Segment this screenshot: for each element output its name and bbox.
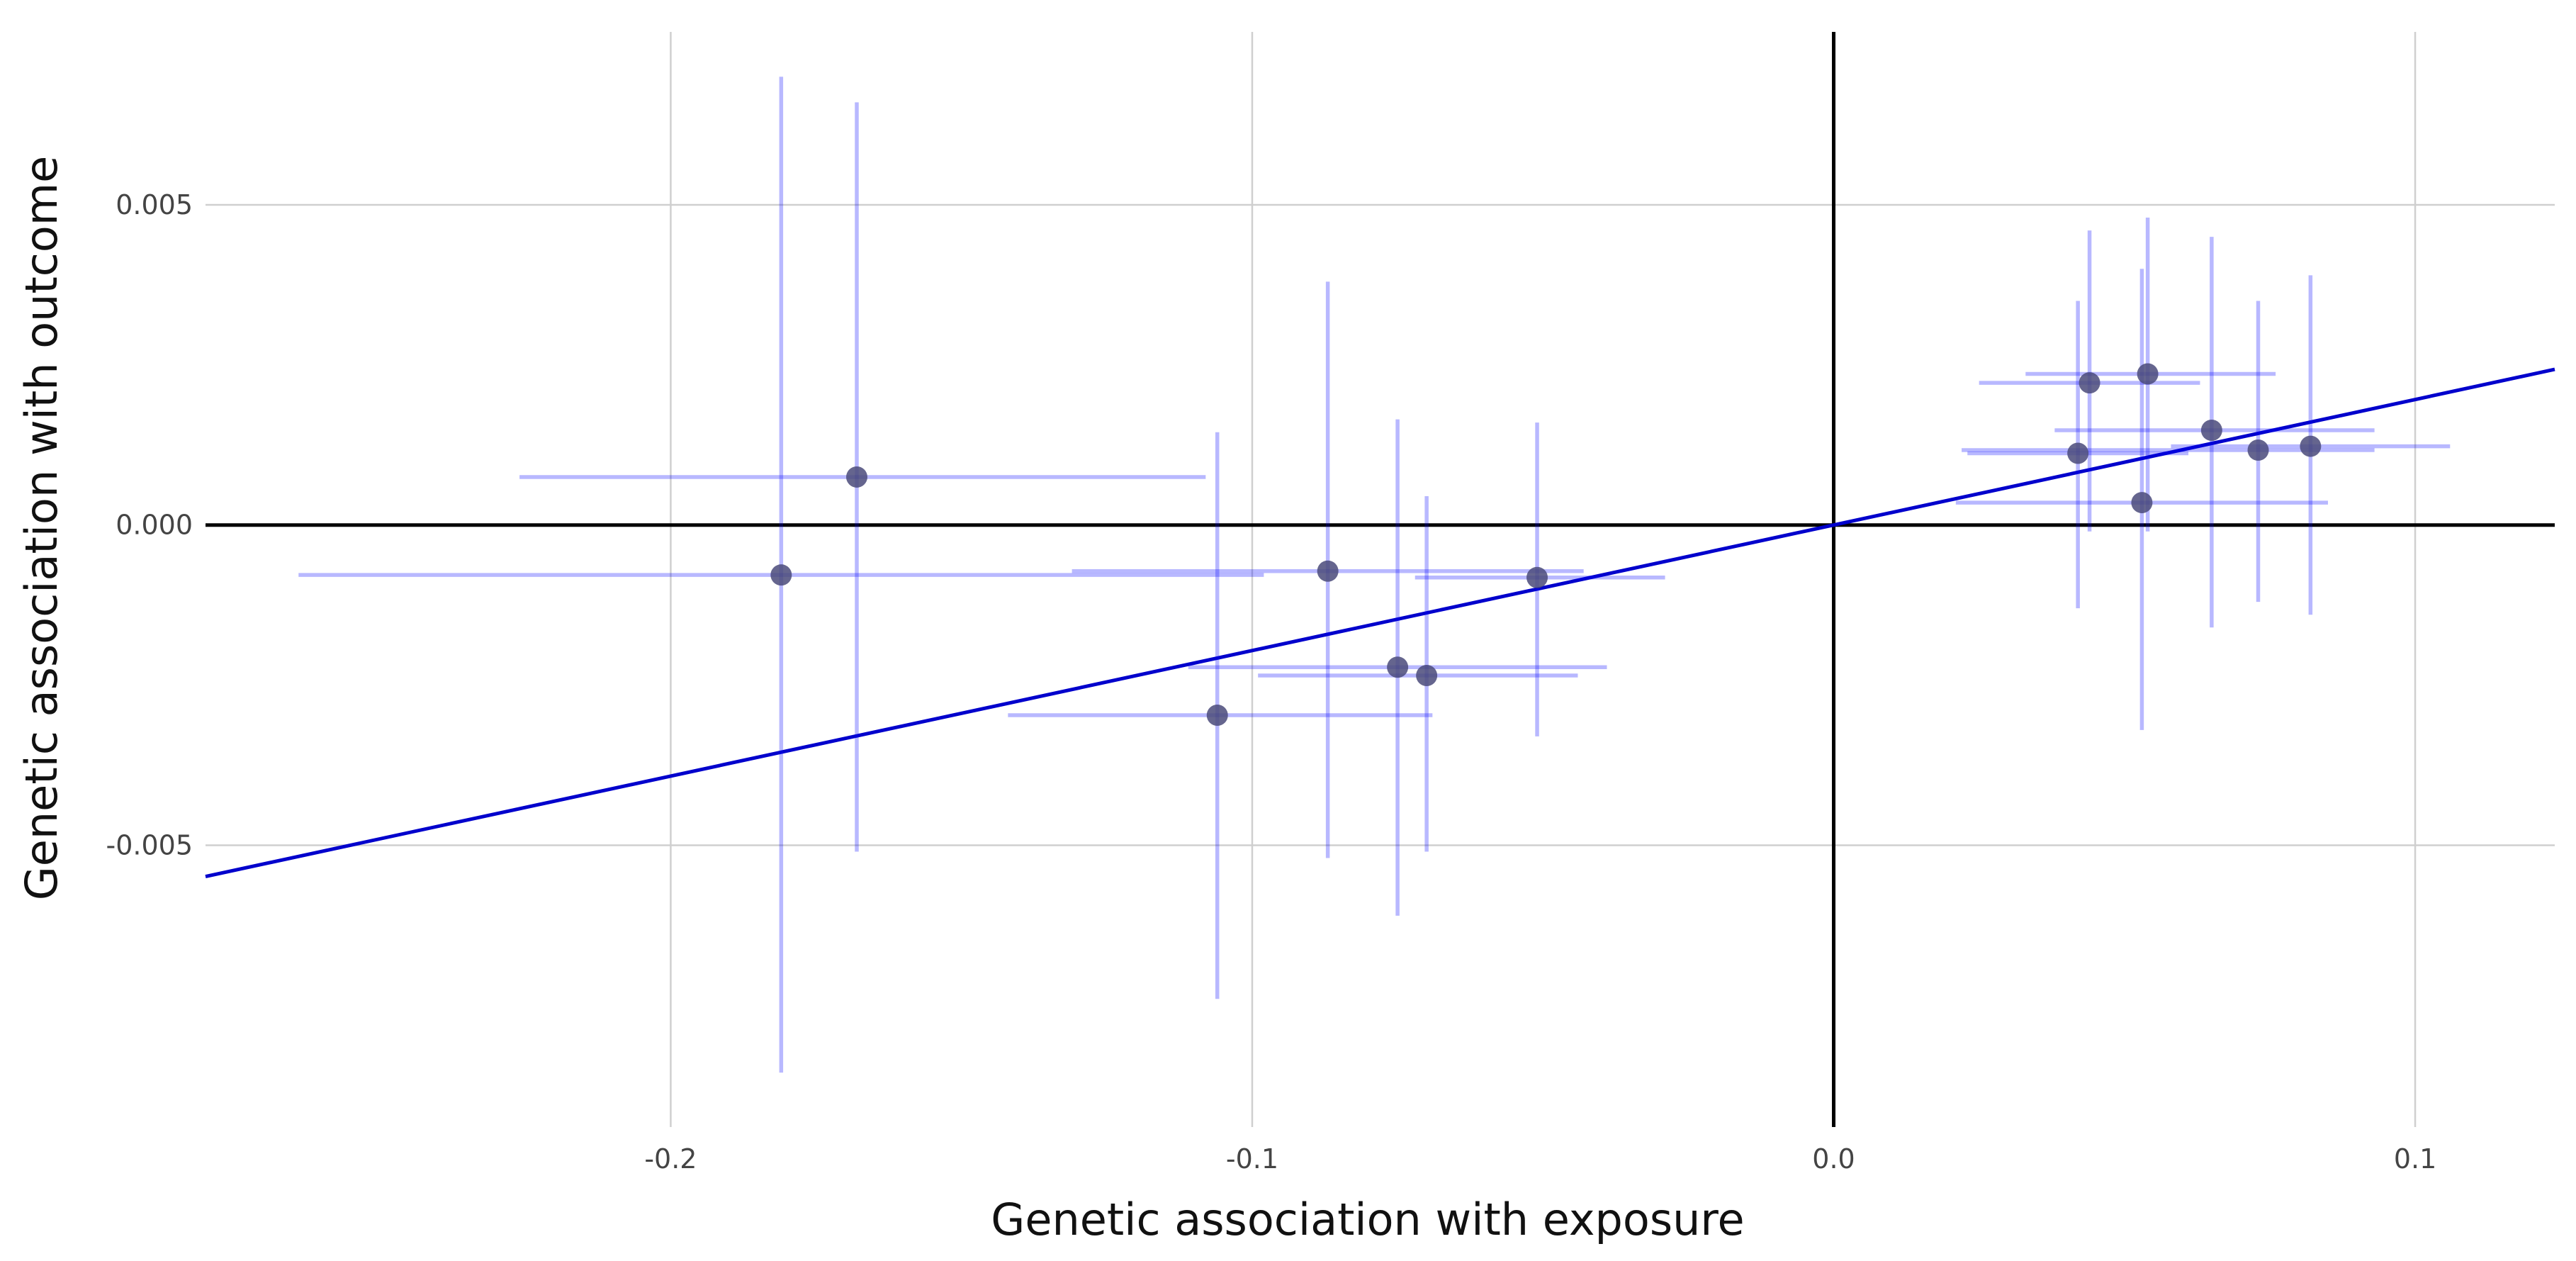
data-point <box>2137 363 2159 385</box>
data-points <box>770 363 2322 727</box>
zero-lines <box>206 32 2555 1127</box>
grid-layer <box>206 32 2555 1127</box>
y-axis-title: Genetic association with outcome <box>16 156 67 901</box>
data-point <box>2131 492 2153 514</box>
data-point <box>2079 372 2100 394</box>
x-axis-title: Genetic association with exposure <box>991 1194 1744 1245</box>
error-bars <box>298 77 2451 1073</box>
data-point <box>1526 566 1548 588</box>
data-point <box>846 466 868 488</box>
data-point <box>770 564 792 586</box>
x-tick-label: -0.2 <box>644 1143 697 1175</box>
data-point <box>2300 435 2322 457</box>
y-tick-label: 0.005 <box>116 189 193 220</box>
tick-labels: -0.2 -0.1 0.0 0.1 -0.005 0.000 0.005 <box>106 189 2437 1175</box>
data-point <box>1206 705 1228 727</box>
data-point <box>1416 665 1438 687</box>
data-point <box>1317 560 1339 582</box>
x-tick-label: -0.1 <box>1226 1143 1278 1175</box>
y-tick-label: -0.005 <box>106 829 193 861</box>
data-point <box>2200 419 2222 441</box>
y-tick-label: 0.000 <box>116 510 193 541</box>
mr-fit-line <box>205 367 2555 878</box>
x-tick-label: 0.1 <box>2394 1143 2436 1175</box>
fit-line-layer <box>205 367 2555 878</box>
data-point <box>1387 656 1409 678</box>
x-tick-label: 0.0 <box>1812 1143 1855 1175</box>
data-point <box>2067 442 2089 464</box>
data-point <box>2247 439 2269 461</box>
